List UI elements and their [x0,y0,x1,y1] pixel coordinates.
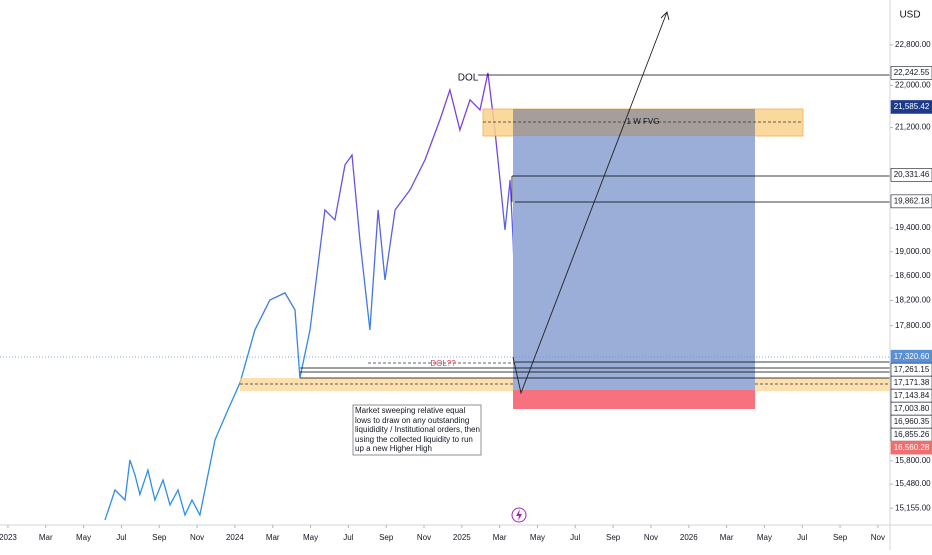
price-label: 17,320.60 [894,352,930,361]
x-tick-label: May [303,533,318,542]
target-zone [513,109,755,136]
y-tick-label: 15,155.00 [895,503,931,512]
x-tick-label: Mar [39,533,53,542]
price-label-box [890,168,932,182]
y-tick-label: 18,600.00 [895,271,931,280]
x-tick-label: 2024 [226,533,244,542]
y-tick-label: 21,200.00 [895,123,931,132]
price-label: 19,862.18 [894,196,930,205]
x-tick-label: Jul [343,533,353,542]
y-tick-label: 18,200.00 [895,296,931,305]
x-tick-label: May [757,533,772,542]
price-label: 17,143.84 [894,391,930,400]
x-tick-label: Sep [606,533,621,542]
price-label-box [890,440,932,455]
y-tick-label: 17,800.00 [895,321,931,330]
annotation: DOL?? [430,359,456,368]
note-box [352,404,482,456]
stop-zone [513,390,755,409]
x-tick-label: Sep [379,533,394,542]
x-tick-label: 2025 [453,533,471,542]
event-icon [516,509,522,521]
price-label: 20,331.46 [894,170,930,179]
x-tick-label: Jul [797,533,807,542]
x-tick-label: Mar [493,533,507,542]
note-text: Market sweeping relative equal lows to d… [355,406,480,453]
note: Market sweeping relative equal lows to d… [355,406,480,453]
price-label: 16,960.35 [894,417,930,426]
x-tick-label: Nov [417,533,431,542]
y-tick-label: 19,400.00 [895,223,931,232]
price-line [104,72,518,521]
x-tick-label: Sep [833,533,848,542]
event-icon [511,507,527,523]
x-tick-label: Mar [266,533,280,542]
price-label: 17,261.15 [894,365,930,374]
x-tick-label: Nov [644,533,658,542]
x-tick-label: 2023 [0,533,17,542]
price-label: 17,003.80 [894,404,930,413]
price-label-box [890,66,932,80]
x-tick-label: Nov [871,533,885,542]
y-tick-label: 15,480.00 [895,479,931,488]
x-tick-label: Nov [190,533,204,542]
price-label: 22,242.55 [894,68,930,77]
profit-zone [513,136,755,390]
price-axis [890,0,932,550]
currency: USD [899,10,920,21]
x-tick-label: May [530,533,545,542]
y-tick-label: 22,800.00 [895,40,931,49]
price-label: 16,855.26 [894,430,930,439]
annotation: 1 W FVG [627,117,660,126]
x-tick-label: May [76,533,91,542]
x-tick-label: Mar [720,533,734,542]
price-label: 17,171.38 [894,378,930,387]
price-label: 16,560.28 [894,443,930,452]
projection [512,11,668,395]
y-tick-label: 22,000.00 [895,81,931,90]
x-tick-label: 2026 [680,533,698,542]
x-tick-label: Sep [152,533,167,542]
x-tick-label: Jul [116,533,126,542]
annotation: DOL [458,73,479,84]
arrow-head [660,11,670,21]
price-label: 21,585.42 [894,102,930,111]
x-tick-label: Jul [570,533,580,542]
y-tick-label: 15,800.00 [895,456,931,465]
y-tick-label: 19,000.00 [895,247,931,256]
price-label-box [890,100,932,114]
price-label-box [890,194,932,209]
